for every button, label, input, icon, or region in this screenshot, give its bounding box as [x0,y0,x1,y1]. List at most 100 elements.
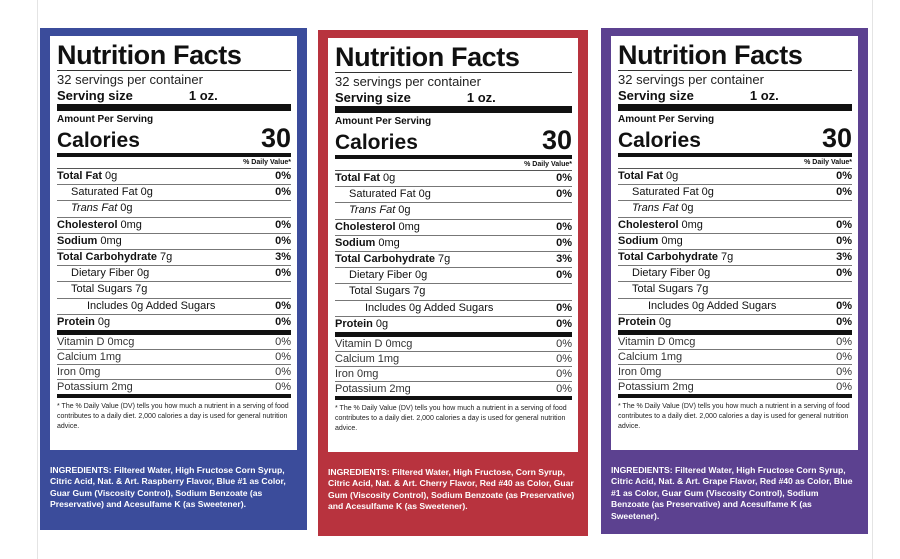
nutrient-name: Protein [618,315,656,328]
daily-value: 0% [836,366,852,379]
nutrient-left: Iron 0mg [618,365,661,379]
nutrient-left: Sodium 0mg [57,234,122,249]
nutrient-row: Dietary Fiber 0g 0% [335,267,572,283]
nutrient-amount: 0g [120,202,133,215]
nutrient-amount: 0mg [639,366,662,379]
daily-value: 0% [275,234,291,247]
calories-label: Calories [618,129,701,152]
nutrient-name: Calcium [335,353,375,366]
servings: 32 servings per container [57,72,203,87]
nutrient-amount: 7g [696,283,709,296]
daily-value: 0% [275,267,291,280]
nutrient-name: Total Fat [618,170,664,182]
footnote: * The % Daily Value (DV) tells you how m… [335,405,567,433]
daily-value: 0% [836,315,852,328]
daily-value: 0% [556,338,572,351]
rule [335,155,572,159]
nutrient-left: Vitamin D 0mcg [618,335,695,349]
nutrient-amount: 0mcg [385,338,413,351]
nutrient-row: Trans Fat 0g [335,202,572,218]
nutrient-row: Includes 0g Added Sugars 0% [57,297,291,314]
calories-value: 30 [821,123,852,153]
nutrient-name: Total Sugars [349,285,411,298]
nutrient-amount: 0mg [398,220,420,233]
nutrient-left: Dietary Fiber 0g [618,266,710,281]
nutrient-amount: 0g [666,170,679,182]
nutrient-left: Total Carbohydrate 7g [335,252,450,267]
rule [335,332,572,338]
daily-value: 0% [275,315,291,328]
daily-value: 0% [836,267,852,280]
nutrient-row: Trans Fat 0g [618,200,852,216]
serving-size-value: 1 oz. [749,88,779,103]
nutrient-name: Vitamin D [335,338,383,351]
daily-value: 0% [556,301,572,314]
daily-value: 3% [836,251,852,264]
nutrient-amount: 1mg [99,351,122,364]
nutrient-left: Total Carbohydrate 7g [57,250,172,265]
daily-value: 0% [556,220,572,233]
nutrient-name: Calcium [618,351,658,364]
calories-row: Calories 30 [335,127,572,155]
serving-size-value: 1 oz. [466,90,496,105]
rule [57,330,291,336]
nutrient-name: Cholesterol [335,220,396,233]
nutrient-amount: 0g [414,269,428,282]
vitamin-group: Vitamin D 0mcg 0% Calcium 1mg 0% Iron 0mg 0% Pota… [618,335,852,394]
amount-per-serving: Amount Per Serving [57,114,154,125]
nutrient-row: Protein 0g 0% [335,315,572,332]
daily-value: 0% [275,351,291,364]
nutrient-amount: 7g [160,251,173,264]
facts-box: Nutrition Facts 32 servings per container… [328,38,578,452]
nutrient-row: Includes 0g Added Sugars 0% [618,297,852,314]
nutrient-left: Sodium 0mg [335,236,400,251]
nutrient-row: Dietary Fiber 0g 0% [618,265,852,281]
nutrient-row: Potassium 2mg 0% [618,379,852,394]
ingredients: INGREDIENTS: Filtered Water, High Fructo… [611,465,853,521]
nutrient-amount: 0g [383,172,396,184]
daily-value: 0% [836,186,852,199]
nutrient-amount: 0g [398,204,411,217]
daily-value: 0% [836,336,852,349]
nutrient-row: Protein 0g 0% [618,313,852,330]
ingredients: INGREDIENTS: Filtered Water, High Fructo… [50,465,286,510]
nutrient-left: Saturated Fat 0g [57,185,153,200]
rule [57,394,291,399]
nutrient-left: Trans Fat 0g [335,203,411,218]
nutrient-amount: 0g [97,315,111,328]
nutrient-left: Total Sugars 7g [618,282,708,297]
nutrition-panel: Nutrition Facts 32 servings per container… [318,30,588,536]
daily-value: 0% [836,381,852,394]
nutrient-left: Iron 0mg [335,367,378,381]
nutrient-left: Saturated Fat 0g [335,187,431,202]
calories-row: Calories 30 [618,123,852,153]
nutrient-left: Vitamin D 0mcg [57,335,134,349]
nutrient-row: Calcium 1mg 0% [335,351,572,366]
nutrient-name: Protein [335,317,373,330]
nutrient-name: Total Sugars [632,283,694,296]
nutrient-left: Total Sugars 7g [335,284,425,299]
nutrient-name: Protein [57,315,95,328]
nutrient-row: Sodium 0mg 0% [57,232,291,249]
nutrient-name: Saturated Fat [71,186,138,199]
nutrient-name: Iron [57,366,76,379]
nutrient-name: Potassium [618,381,670,394]
servings: 32 servings per container [618,72,764,87]
daily-value: 0% [275,170,291,182]
nutrient-name: Calcium [57,351,97,364]
nutrient-left: Includes 0g Added Sugars [335,301,493,316]
nutrient-row: Total Sugars 7g [57,281,291,297]
nutrient-row: Trans Fat 0g [57,200,291,216]
nutrient-row: Dietary Fiber 0g 0% [57,265,291,281]
nutrient-row: Saturated Fat 0g 0% [57,184,291,200]
nutrient-left: Calcium 1mg [57,350,121,364]
nutrient-row: Total Sugars 7g [618,281,852,297]
nutrient-name: Cholesterol [618,218,679,231]
nutrient-left: Total Fat 0g [335,171,395,186]
footnote: * The % Daily Value (DV) tells you how m… [618,403,850,431]
nutrient-row: Saturated Fat 0g 0% [335,186,572,202]
nutrient-amount: 0g [140,186,153,199]
daily-value: 0% [556,236,572,249]
daily-value: 0% [556,172,572,184]
